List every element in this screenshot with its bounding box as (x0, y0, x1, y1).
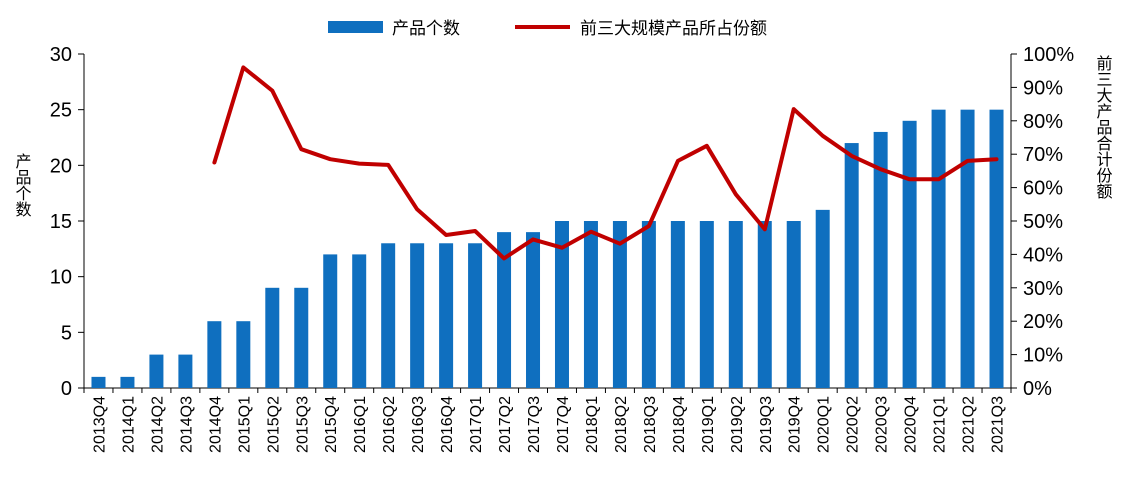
x-category-label: 2018Q2 (613, 396, 630, 453)
y-right-tick-label: 100% (1023, 44, 1074, 66)
y-right-tick-label: 70% (1023, 144, 1063, 166)
x-category-label: 2017Q4 (555, 396, 572, 453)
x-category-label: 2019Q3 (758, 396, 775, 453)
y-right-tick-label: 20% (1023, 311, 1063, 333)
bar (178, 354, 193, 388)
y-right-tick-label: 80% (1023, 111, 1063, 133)
y-right-ticks: 0% 10% 20% 30% 40% 50% 60% 70% 80% 90% 100% (1011, 44, 1074, 400)
y-left-tick-label: 5 (61, 322, 72, 344)
y-left-tick-label: 30 (50, 44, 72, 66)
bar (641, 221, 656, 388)
y-right-axis-title: 前三大产品合计份额 (1094, 55, 1113, 199)
x-category-label: 2021Q1 (932, 396, 949, 453)
bar (699, 221, 714, 388)
x-category-label: 2015Q3 (294, 396, 311, 453)
bar (873, 131, 888, 388)
bar (960, 109, 975, 389)
bar (902, 120, 917, 389)
x-category-label: 2021Q2 (961, 396, 978, 453)
bar (149, 354, 164, 388)
y-left-ticks: 0 5 10 15 20 25 30 (50, 44, 84, 400)
legend-line-label: 前三大规模产品所占份额 (580, 19, 767, 39)
bar-series (91, 109, 1004, 389)
x-category-label: 2016Q1 (352, 396, 369, 453)
bar (352, 254, 367, 388)
bar (236, 321, 251, 388)
y-right-tick-label: 90% (1023, 77, 1063, 99)
x-category-label: 2015Q4 (323, 396, 340, 453)
x-category-label: 2019Q4 (787, 396, 804, 453)
x-category-label: 2016Q2 (381, 396, 398, 453)
bar (323, 254, 338, 388)
legend-bar-swatch (328, 21, 383, 33)
bar (757, 221, 772, 388)
x-category-label: 2018Q1 (584, 396, 601, 453)
y-right-tick-label: 60% (1023, 178, 1063, 200)
bar (91, 376, 106, 388)
bar (786, 221, 801, 388)
bar (815, 209, 830, 388)
x-category-label: 2015Q2 (265, 396, 282, 453)
x-category-label: 2018Q3 (642, 396, 659, 453)
x-category-label: 2014Q2 (149, 396, 166, 453)
bar (120, 376, 135, 388)
x-category-label: 2021Q3 (990, 396, 1007, 453)
x-category-label: 2019Q2 (729, 396, 746, 453)
x-category-label: 2013Q4 (91, 396, 108, 453)
share-line (212, 65, 999, 261)
bar (931, 109, 946, 389)
bar (728, 221, 743, 388)
y-left-tick-label: 10 (50, 267, 72, 289)
x-category-label: 2020Q3 (874, 396, 891, 453)
x-category-label: 2020Q4 (903, 396, 920, 453)
y-left-tick-label: 0 (61, 378, 72, 400)
bar (381, 243, 396, 388)
y-left-tick-label: 15 (50, 211, 72, 233)
bar (207, 321, 222, 388)
legend-bar-label: 产品个数 (392, 19, 460, 39)
y-left-axis-title: 产品个数 (13, 153, 32, 217)
bar (468, 243, 483, 388)
x-category-label: 2018Q4 (671, 396, 688, 453)
bar (612, 221, 627, 388)
x-category-label: 2014Q3 (178, 396, 195, 453)
x-category-label: 2016Q3 (410, 396, 427, 453)
y-right-tick-label: 30% (1023, 278, 1063, 300)
legend: 产品个数 前三大规模产品所占份额 (328, 19, 767, 39)
bar (670, 221, 685, 388)
y-right-tick-label: 0% (1023, 378, 1052, 400)
y-left-tick-label: 25 (50, 100, 72, 122)
y-right-tick-label: 40% (1023, 244, 1063, 266)
x-category-label: 2015Q1 (236, 396, 253, 453)
bar (410, 243, 425, 388)
x-category-label: 2016Q4 (439, 396, 456, 453)
x-category-label: 2020Q1 (816, 396, 833, 453)
y-left-tick-label: 20 (50, 155, 72, 177)
bar (439, 243, 454, 388)
line-series (212, 65, 999, 261)
bar (989, 109, 1004, 389)
x-category-label: 2020Q2 (845, 396, 862, 453)
bar (554, 221, 569, 388)
x-category-label: 2017Q3 (526, 396, 543, 453)
y-right-tick-label: 50% (1023, 211, 1063, 233)
x-category-labels: 2013Q4 2014Q1 2014Q2 2014Q3 2014Q4 2015Q1 2015… (83, 388, 1012, 453)
x-category-label: 2019Q1 (700, 396, 717, 453)
x-category-label: 2014Q4 (207, 396, 224, 453)
bar (265, 287, 280, 388)
bar (294, 287, 309, 388)
bar (526, 232, 541, 388)
bar (844, 143, 859, 388)
x-category-label: 2017Q2 (497, 396, 514, 453)
y-right-tick-label: 10% (1023, 345, 1063, 367)
bar (583, 221, 598, 388)
x-category-label: 2014Q1 (120, 396, 137, 453)
x-category-label: 2017Q1 (468, 396, 485, 453)
bar (497, 232, 512, 388)
